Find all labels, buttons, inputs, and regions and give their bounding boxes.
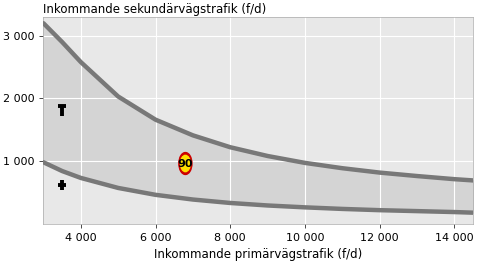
- Text: Inkommande sekundärvägstrafik (f/d): Inkommande sekundärvägstrafik (f/d): [44, 3, 267, 16]
- Circle shape: [179, 153, 192, 175]
- Text: 90: 90: [178, 158, 193, 168]
- X-axis label: Inkommande primärvägstrafik (f/d): Inkommande primärvägstrafik (f/d): [154, 248, 363, 261]
- Circle shape: [181, 155, 190, 172]
